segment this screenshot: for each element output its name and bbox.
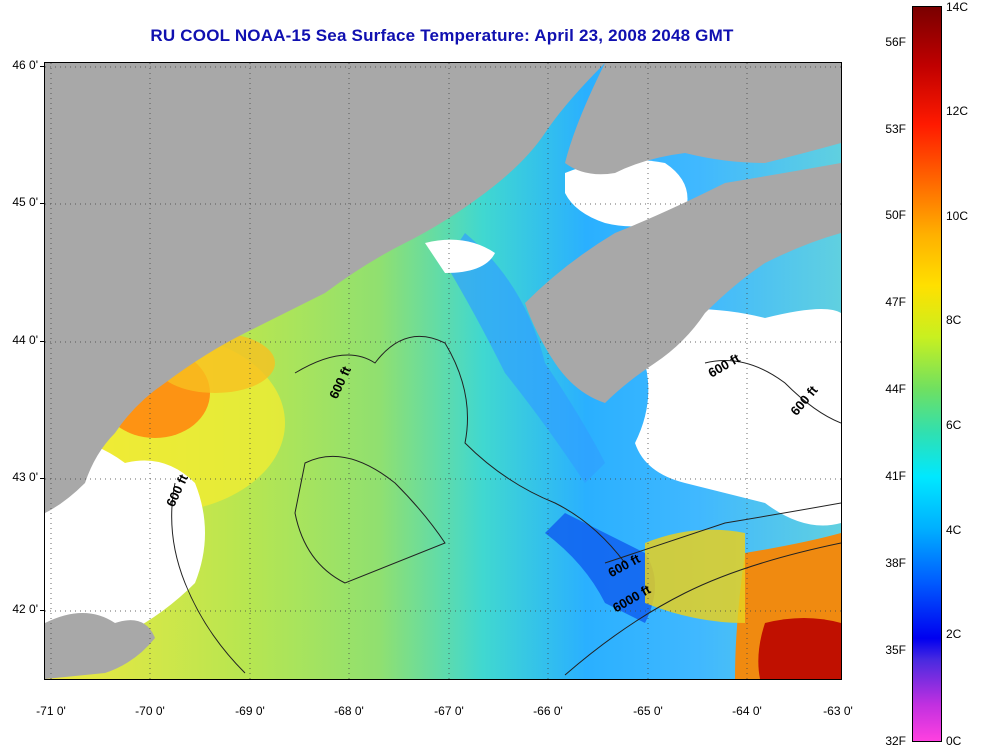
lon-label-64: -64 0' xyxy=(732,704,762,718)
lat-label-45: 45 0' xyxy=(12,195,38,209)
colorbar-f-32: 32F xyxy=(885,734,906,748)
depth-contours xyxy=(171,335,841,676)
colorbar-f-41: 41F xyxy=(885,469,906,483)
lon-label-65: -65 0' xyxy=(633,704,663,718)
sst-map-canvas xyxy=(45,63,841,679)
sst-map[interactable]: 600 ft 600 ft 600 ft 600 ft 600 ft 6000 … xyxy=(44,62,842,680)
cloud-cape-cod xyxy=(45,440,205,663)
temperature-colorbar xyxy=(912,6,942,742)
lat-label-43: 43 0' xyxy=(12,470,38,484)
colorbar-c-8: 8C xyxy=(946,313,962,327)
contour-600ft-se xyxy=(604,502,841,564)
contour-600ft-basin xyxy=(294,335,626,564)
warm-shelf-se xyxy=(645,529,745,623)
colorbar-f-44: 44F xyxy=(885,382,906,396)
lon-label-66: -66 0' xyxy=(533,704,563,718)
colorbar-f-56: 56F xyxy=(885,35,906,49)
lon-label-69: -69 0' xyxy=(235,704,265,718)
land-cape-cod xyxy=(45,613,155,679)
colorbar-c-4: 4C xyxy=(946,523,962,537)
colorbar-f-47: 47F xyxy=(885,295,906,309)
colorbar-c-6: 6C xyxy=(946,418,962,432)
colorbar-f-53: 53F xyxy=(885,122,906,136)
cold-water-bay xyxy=(445,233,605,483)
lat-label-42: 42 0' xyxy=(12,602,38,616)
land-new-england xyxy=(45,63,605,513)
contour-600ft-west xyxy=(171,482,246,674)
lat-label-44: 44 0' xyxy=(12,333,38,347)
land-new-brunswick xyxy=(565,63,841,175)
lon-label-67: -67 0' xyxy=(434,704,464,718)
contour-600ft-ns xyxy=(704,360,841,424)
lon-label-71: -71 0' xyxy=(36,704,66,718)
colorbar-f-35: 35F xyxy=(885,643,906,657)
gulf-stream-core xyxy=(758,618,841,679)
colorbar-c-10: 10C xyxy=(946,209,969,223)
cold-water-channel xyxy=(545,513,655,623)
lat-label-46: 46 0' xyxy=(12,58,38,72)
colorbar-c-2: 2C xyxy=(946,627,962,641)
cloud-nova-scotia-east xyxy=(635,309,841,526)
colorbar-f-50: 50F xyxy=(885,208,906,222)
lon-label-70: -70 0' xyxy=(135,704,165,718)
lon-label-63: -63 0' xyxy=(823,704,853,718)
colorbar-c-0: 0C xyxy=(946,734,962,748)
land-nova-scotia xyxy=(525,163,841,403)
colorbar-f-38: 38F xyxy=(885,556,906,570)
colorbar-c-14: 14C xyxy=(946,0,969,14)
lon-label-68: -68 0' xyxy=(334,704,364,718)
map-title: RU COOL NOAA-15 Sea Surface Temperature:… xyxy=(150,26,734,45)
colorbar-c-12: 12C xyxy=(946,104,969,118)
cloud-coastal-patch xyxy=(425,239,495,273)
contour-600ft-inner xyxy=(294,455,446,584)
cloud-bay-of-fundy xyxy=(565,159,688,227)
contour-6000ft xyxy=(564,542,841,676)
